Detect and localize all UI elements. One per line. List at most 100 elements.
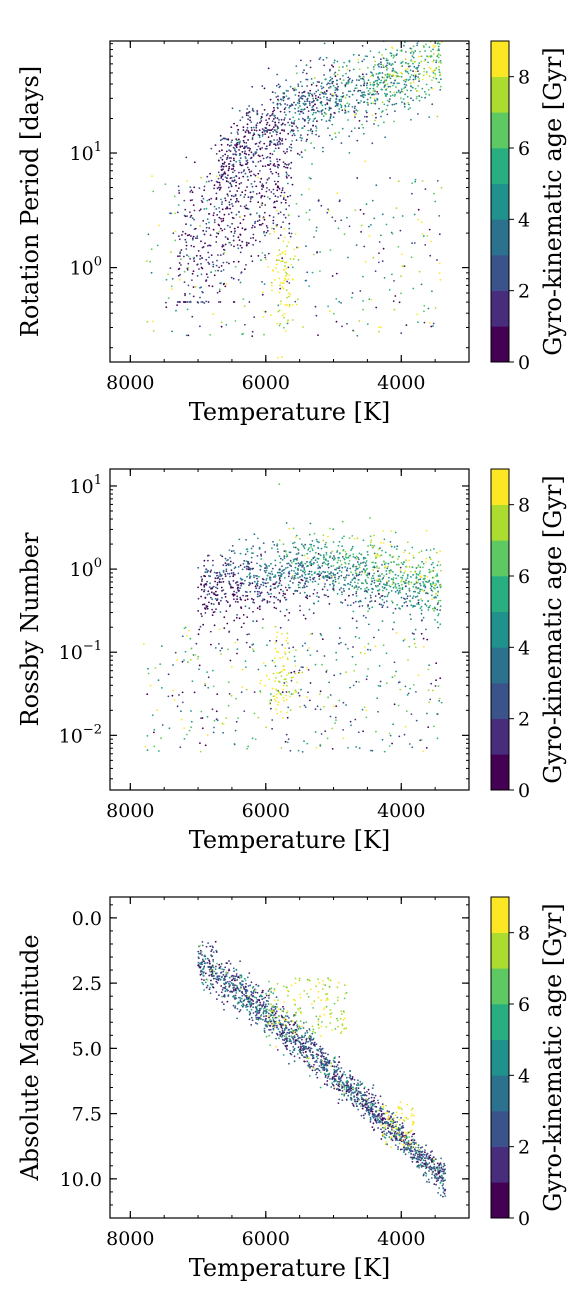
data-point xyxy=(305,596,307,599)
data-point xyxy=(375,73,378,75)
data-point xyxy=(413,60,416,63)
data-point xyxy=(244,599,247,602)
data-point xyxy=(436,594,439,597)
data-point xyxy=(288,204,290,207)
data-point xyxy=(255,124,258,126)
data-point xyxy=(402,563,404,566)
data-point xyxy=(439,74,441,77)
data-point xyxy=(302,326,304,328)
data-point xyxy=(216,598,219,600)
data-point xyxy=(224,172,227,175)
data-point xyxy=(387,580,390,582)
data-point xyxy=(370,583,373,586)
data-point xyxy=(212,313,215,316)
data-point xyxy=(418,55,420,58)
data-point xyxy=(404,580,407,583)
data-point xyxy=(405,593,408,595)
data-point xyxy=(351,1076,354,1078)
data-point xyxy=(435,551,438,554)
data-point xyxy=(276,102,279,105)
data-point xyxy=(156,244,159,247)
data-point xyxy=(301,92,304,94)
data-point xyxy=(308,119,310,122)
data-point xyxy=(247,132,250,134)
data-point xyxy=(245,688,248,691)
data-point xyxy=(278,571,280,574)
data-point xyxy=(411,597,414,599)
data-point xyxy=(368,607,371,610)
data-point xyxy=(340,1067,343,1069)
data-point xyxy=(396,545,399,548)
data-point xyxy=(422,582,425,585)
data-point xyxy=(405,1143,407,1146)
y-tick-label: 101 xyxy=(70,140,102,165)
data-point xyxy=(383,92,386,95)
data-point xyxy=(223,968,225,971)
data-point xyxy=(230,666,233,668)
data-point xyxy=(251,138,254,140)
data-point xyxy=(352,646,354,648)
data-point xyxy=(401,1148,404,1151)
data-point xyxy=(398,301,401,304)
data-point xyxy=(258,142,261,144)
data-point xyxy=(318,135,320,138)
data-point xyxy=(228,262,230,265)
data-point xyxy=(220,321,223,324)
data-point xyxy=(309,576,311,579)
data-point xyxy=(197,956,200,958)
data-point xyxy=(204,242,206,245)
data-point xyxy=(412,585,415,588)
data-point xyxy=(379,680,382,683)
data-point xyxy=(178,235,180,238)
data-point xyxy=(417,321,419,323)
data-point xyxy=(201,981,204,984)
data-point xyxy=(351,573,354,576)
data-point xyxy=(425,93,427,96)
data-point xyxy=(193,260,196,262)
data-point xyxy=(318,541,320,544)
data-point xyxy=(417,64,420,67)
data-point xyxy=(259,586,261,588)
data-point xyxy=(238,239,241,242)
data-point xyxy=(328,603,331,605)
data-point xyxy=(331,94,334,97)
data-point xyxy=(273,109,276,112)
data-point xyxy=(252,233,255,236)
data-point xyxy=(425,83,428,86)
data-point xyxy=(207,575,210,577)
data-point xyxy=(296,572,299,574)
data-point xyxy=(367,66,369,69)
data-point xyxy=(207,301,210,303)
data-point xyxy=(351,292,354,294)
data-point xyxy=(221,988,224,991)
colorbar-level xyxy=(491,504,509,541)
data-point xyxy=(263,142,266,145)
data-point xyxy=(212,214,215,217)
data-point xyxy=(297,129,299,132)
data-point xyxy=(197,566,200,569)
data-point xyxy=(392,571,394,573)
data-point xyxy=(292,558,295,561)
data-point xyxy=(185,241,188,244)
data-point xyxy=(276,128,279,131)
data-point xyxy=(324,78,327,81)
data-point xyxy=(363,82,366,85)
data-point xyxy=(366,675,368,678)
data-point xyxy=(153,745,156,748)
data-point xyxy=(228,631,231,633)
data-point xyxy=(281,691,284,694)
data-point xyxy=(338,1061,341,1063)
data-point xyxy=(314,94,317,97)
data-point xyxy=(386,113,389,116)
data-point xyxy=(282,594,284,597)
data-point xyxy=(432,76,435,79)
data-point xyxy=(414,646,417,649)
data-point xyxy=(373,97,376,99)
data-point xyxy=(274,1012,277,1015)
data-point xyxy=(241,333,244,336)
data-point xyxy=(228,982,230,985)
data-point xyxy=(377,83,380,86)
data-point xyxy=(423,321,426,324)
data-point xyxy=(197,301,200,304)
data-point xyxy=(216,291,219,294)
